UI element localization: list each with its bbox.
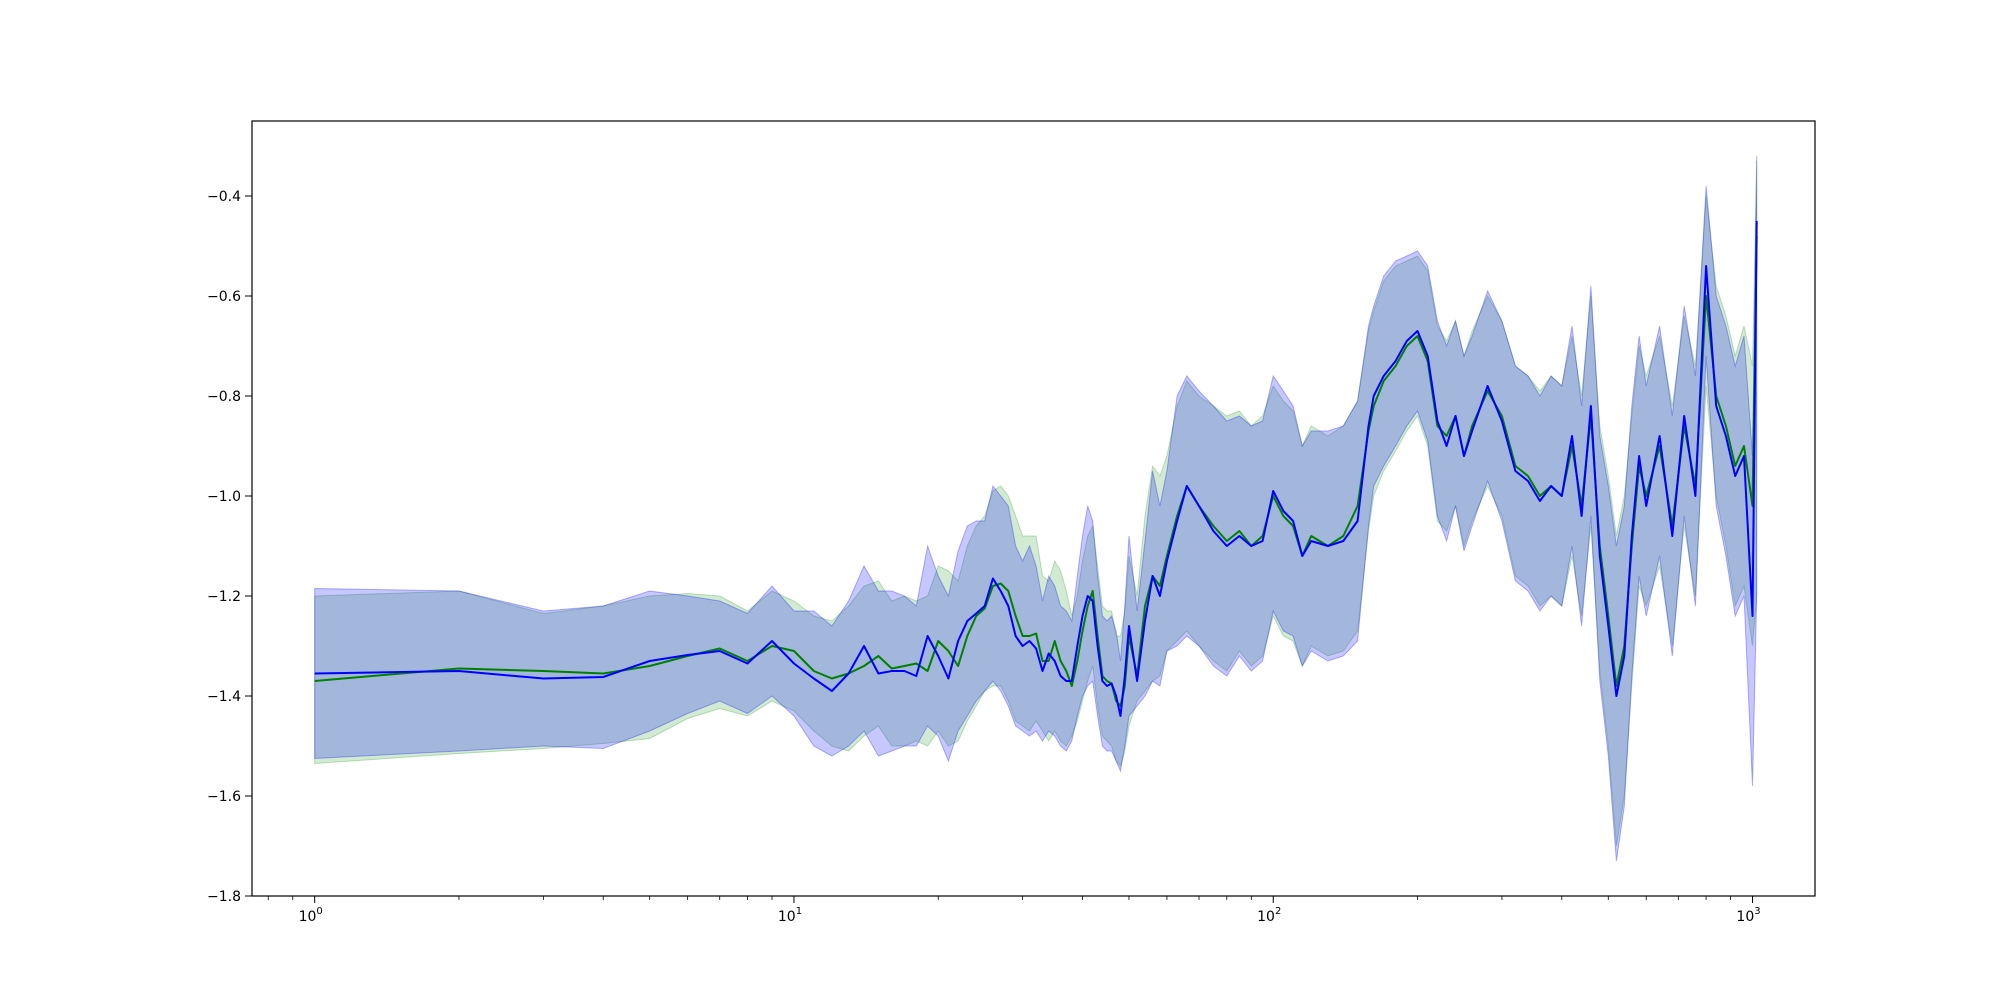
confidence-band-2	[314, 155, 1758, 862]
y-tick-label: −1.8	[207, 889, 241, 905]
confidence-band-1	[314, 160, 1758, 847]
y-tick-label: −0.6	[207, 289, 241, 305]
y-tick-label: −0.8	[207, 389, 241, 405]
y-tick-label: −1.4	[207, 689, 241, 705]
x-tick-label: 103	[1736, 906, 1760, 925]
x-tick-label: 102	[1257, 906, 1281, 925]
x-tick-label: 100	[299, 906, 323, 925]
x-axis: 100 101 102 103	[267, 896, 1761, 925]
y-tick-label: −1.0	[207, 489, 241, 505]
y-axis: −0.4 −0.6 −0.8 −1.0 −1.2 −1.4 −1.6 −1.8	[207, 189, 252, 905]
series-lines	[314, 220, 1758, 717]
series-line-2	[314, 220, 1758, 717]
y-tick-label: −1.2	[207, 589, 241, 605]
confidence-bands	[314, 155, 1758, 862]
y-tick-label: −1.6	[207, 789, 241, 805]
x-tick-label: 101	[778, 906, 802, 925]
y-tick-label: −0.4	[207, 189, 241, 205]
plot-frame	[251, 120, 1816, 897]
